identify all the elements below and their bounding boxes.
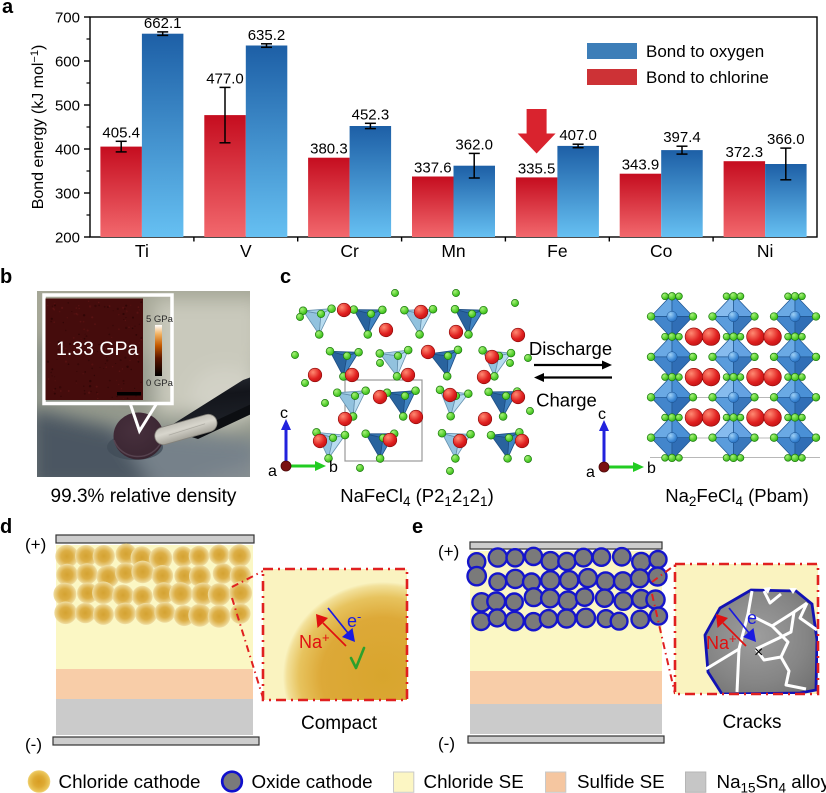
svg-text:405.4: 405.4 — [102, 124, 140, 141]
svg-text:477.0: 477.0 — [206, 70, 244, 87]
svg-text:Bond to chlorine: Bond to chlorine — [646, 68, 769, 87]
svg-text:V: V — [240, 241, 252, 261]
svg-text:635.2: 635.2 — [248, 27, 286, 44]
svg-text:Oxide cathode: Oxide cathode — [252, 771, 373, 792]
svg-text:Bond to oxygen: Bond to oxygen — [646, 42, 764, 61]
svg-text:Chloride SE: Chloride SE — [424, 771, 524, 792]
svg-text:a: a — [586, 464, 595, 481]
svg-text:Ni: Ni — [757, 241, 774, 261]
svg-text:1.33 GPa: 1.33 GPa — [56, 338, 139, 360]
svg-text:337.6: 337.6 — [414, 160, 452, 177]
svg-text:Cracks: Cracks — [722, 712, 781, 733]
svg-text:Ti: Ti — [135, 241, 149, 261]
svg-text:e: e — [747, 608, 757, 628]
svg-text:700: 700 — [55, 10, 80, 27]
svg-text:Chloride cathode: Chloride cathode — [59, 771, 201, 792]
svg-text:Sulfide SE: Sulfide SE — [577, 771, 665, 792]
svg-text:(+): (+) — [438, 542, 459, 561]
svg-text:Na+: Na+ — [299, 630, 330, 652]
svg-text:452.3: 452.3 — [352, 106, 390, 123]
svg-text:c: c — [280, 405, 288, 422]
svg-text:662.1: 662.1 — [144, 15, 182, 32]
svg-text:600: 600 — [55, 54, 80, 71]
svg-text:c: c — [598, 406, 606, 423]
svg-text:362.0: 362.0 — [455, 136, 493, 153]
svg-text:Bond energy (kJ mol−1): Bond energy (kJ mol−1) — [29, 45, 47, 210]
svg-text:200: 200 — [55, 230, 80, 247]
svg-text:343.9: 343.9 — [622, 157, 660, 174]
svg-text:Na2FeCl4 (Pbam): Na2FeCl4 (Pbam) — [665, 485, 809, 509]
svg-text:Compact: Compact — [301, 713, 378, 734]
svg-text:NaFeCl4 (P212121): NaFeCl4 (P212121) — [340, 485, 493, 509]
svg-text:a: a — [268, 463, 277, 480]
svg-text:b: b — [647, 460, 656, 477]
svg-text:Discharge: Discharge — [529, 338, 612, 359]
svg-text:335.5: 335.5 — [518, 160, 556, 177]
svg-text:(-): (-) — [25, 735, 42, 754]
svg-text:Mn: Mn — [441, 241, 465, 261]
svg-text:(-): (-) — [438, 734, 455, 753]
svg-text:366.0: 366.0 — [767, 131, 805, 148]
svg-text:5 GPa: 5 GPa — [146, 314, 174, 325]
svg-text:397.4: 397.4 — [663, 129, 701, 146]
svg-text:372.3: 372.3 — [726, 144, 764, 161]
svg-text:500: 500 — [55, 98, 80, 115]
svg-text:407.0: 407.0 — [559, 127, 597, 144]
svg-text:Fe: Fe — [547, 241, 567, 261]
svg-text:(+): (+) — [25, 535, 46, 554]
svg-text:b: b — [329, 459, 338, 476]
svg-text:×: × — [754, 644, 763, 661]
svg-text:Na15Sn4 alloy: Na15Sn4 alloy — [717, 771, 826, 793]
svg-text:Cr: Cr — [340, 241, 359, 261]
svg-text:300: 300 — [55, 186, 80, 203]
svg-text:Na+: Na+ — [706, 631, 737, 653]
svg-text:0 GPa: 0 GPa — [146, 378, 174, 389]
svg-text:380.3: 380.3 — [310, 141, 348, 158]
svg-text:400: 400 — [55, 142, 80, 159]
svg-text:Charge: Charge — [536, 390, 597, 411]
svg-text:Co: Co — [650, 241, 672, 261]
